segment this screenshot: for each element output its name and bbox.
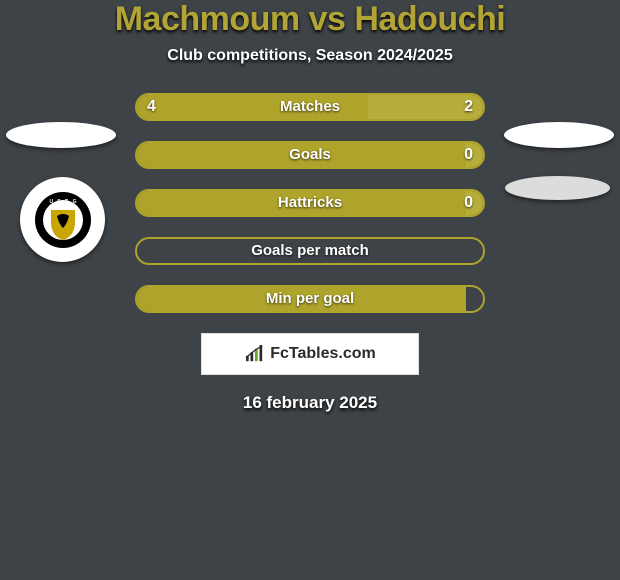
comparison-title: Machmoum vs Hadouchi (0, 0, 620, 39)
stat-label: Goals per match (135, 237, 485, 265)
stat-label: Matches (135, 93, 485, 121)
bar-chart-icon (244, 345, 266, 363)
comparison-subtitle: Club competitions, Season 2024/2025 (0, 47, 620, 65)
stat-label: Hattricks (135, 189, 485, 217)
stat-row: Min per goal (135, 285, 485, 313)
stat-row: 42Matches (135, 93, 485, 121)
fctables-brand-text: FcTables.com (270, 345, 376, 363)
stat-label: Goals (135, 141, 485, 169)
fctables-brand-box: FcTables.com (201, 333, 419, 375)
stat-row: Goals per match (135, 237, 485, 265)
stat-label: Min per goal (135, 285, 485, 313)
stats-bars-area: 42Matches 0Goals 0Hattricks Goals per match… (0, 93, 620, 313)
stat-row: 0Goals (135, 141, 485, 169)
snapshot-date: 16 february 2025 (0, 393, 620, 413)
stat-row: 0Hattricks (135, 189, 485, 217)
